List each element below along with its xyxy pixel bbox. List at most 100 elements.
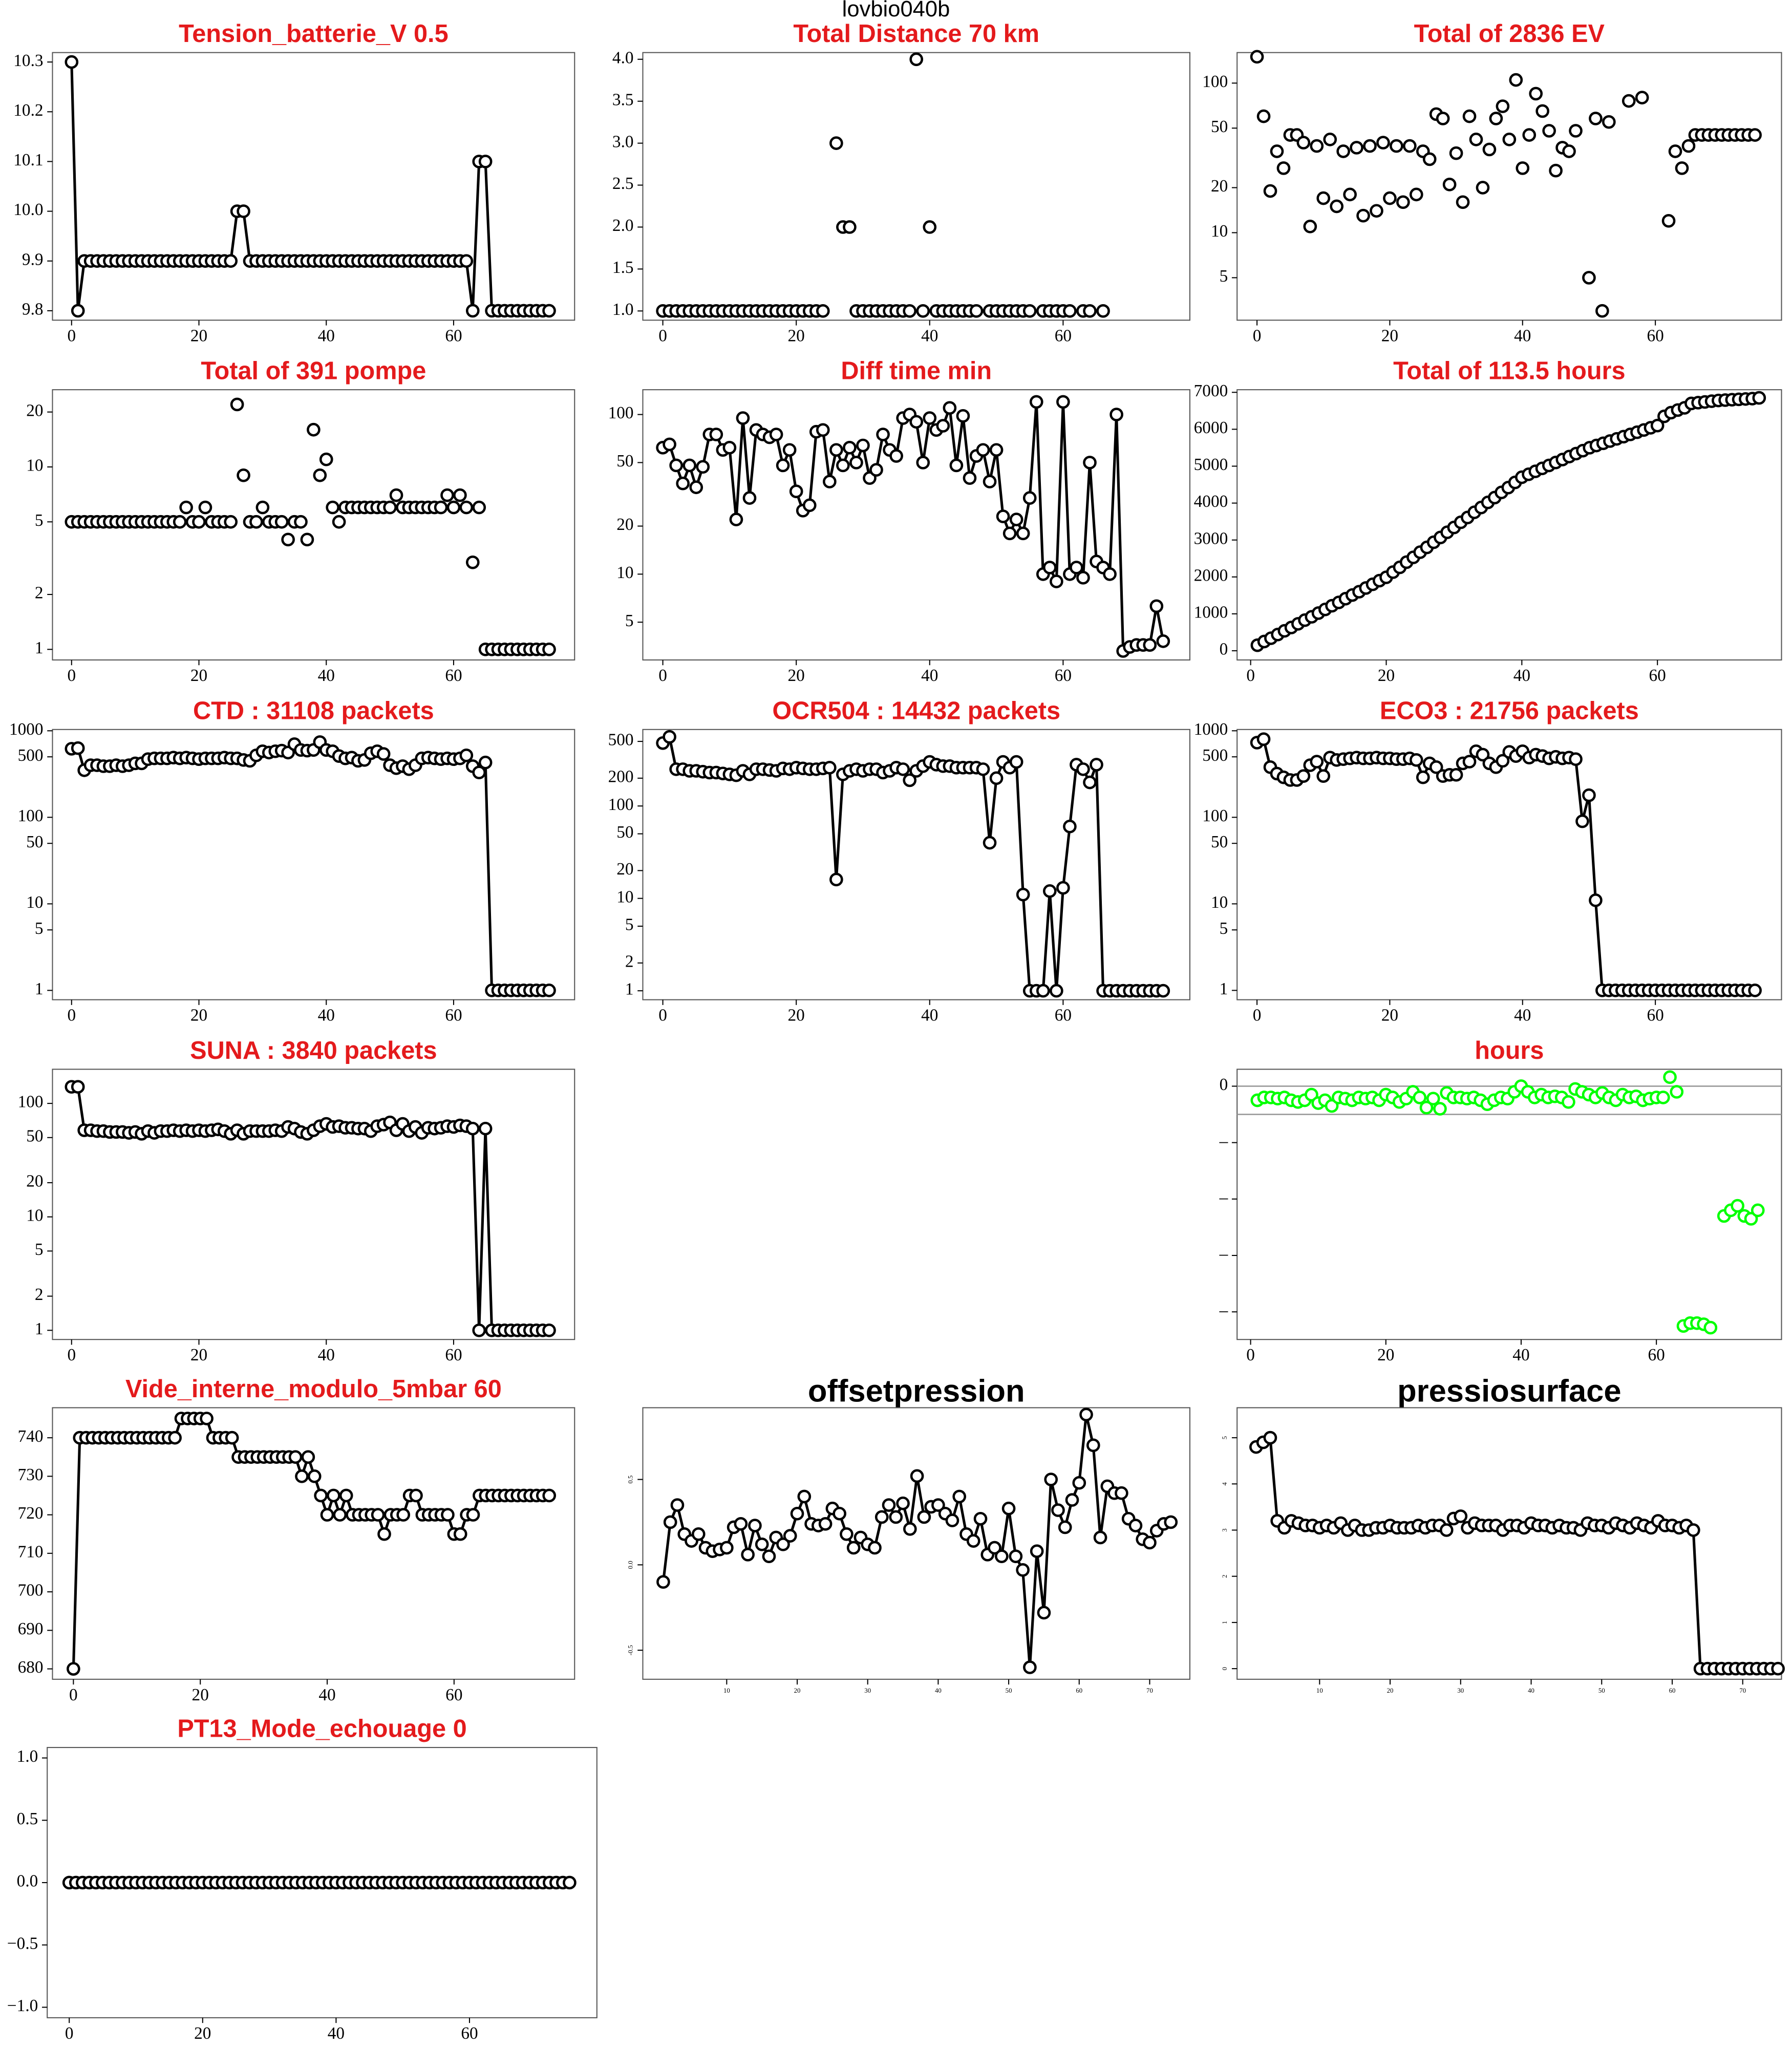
y-tick-label: 2 [35, 1285, 44, 1304]
y-tick-label: 0.0 [627, 1561, 634, 1569]
x-tick-label: 0 [1253, 1006, 1262, 1025]
data-point [983, 475, 997, 488]
data-point [676, 476, 690, 490]
x-tick-label: 0 [67, 666, 76, 685]
data-point [969, 304, 984, 318]
plot-frame [52, 729, 575, 1000]
data-point [833, 1506, 846, 1521]
x-tick-label: 0 [67, 1006, 76, 1025]
data-point [1656, 1091, 1670, 1104]
data-point [472, 765, 486, 780]
data-point [1569, 752, 1583, 766]
panel-title: OCR504 : 14432 packets [772, 697, 1060, 724]
data-point [755, 1537, 769, 1551]
data-point [1675, 161, 1689, 175]
data-point [65, 55, 79, 69]
data-point [1090, 758, 1103, 772]
data-point [923, 220, 937, 234]
y-tick-label: 5000 [1194, 455, 1228, 474]
x-tick-label: 60 [445, 1346, 462, 1364]
y-tick-label: 10 [616, 887, 633, 906]
y-tick-label: -0.5 [627, 1645, 634, 1655]
panel-title: Diff time min [841, 357, 992, 385]
x-tick-label: 30 [1457, 1687, 1464, 1694]
data-point [1009, 1549, 1023, 1563]
data-point [802, 498, 817, 513]
x-tick-label: 20 [190, 666, 207, 685]
data-point [1056, 881, 1070, 895]
data-point [989, 443, 1004, 457]
y-tick-label: 50 [1211, 117, 1228, 136]
data-point [313, 468, 327, 482]
y-tick-label: 1 [1221, 1621, 1228, 1624]
data-point [1042, 561, 1057, 574]
data-point [956, 409, 970, 423]
data-point [1076, 570, 1090, 585]
x-tick-label: 20 [788, 326, 805, 345]
data-point [1449, 146, 1463, 160]
data-point [1296, 769, 1311, 783]
x-tick-label: 0 [658, 666, 667, 685]
data-point [295, 1469, 309, 1483]
data-point [1663, 1070, 1677, 1084]
x-tick-label: 20 [1377, 1346, 1394, 1364]
x-tick-label: 40 [1514, 326, 1531, 345]
plot-frame [52, 1069, 575, 1340]
data-point [1001, 1501, 1016, 1516]
data-point [1383, 191, 1397, 205]
data-point [1462, 109, 1477, 123]
data-point [274, 515, 289, 529]
y-tick-label: 5 [1220, 267, 1228, 286]
data-point [1516, 161, 1530, 175]
data-point [472, 1323, 486, 1337]
x-tick-label: 60 [1055, 326, 1072, 345]
data-point [288, 1450, 303, 1464]
data-point [868, 1541, 882, 1555]
data-point [1009, 755, 1023, 769]
y-tick-label: 1 [1220, 979, 1228, 998]
data-point [333, 1508, 347, 1522]
data-point [889, 449, 903, 463]
data-point [1156, 634, 1170, 648]
panel-title: Total of 391 pompe [201, 357, 426, 385]
x-tick-label: 0 [1246, 1346, 1255, 1364]
y-tick-label: – [1219, 1301, 1228, 1320]
x-tick-label: 60 [1055, 666, 1072, 685]
y-tick-label: 4000 [1194, 492, 1228, 511]
data-point [1752, 391, 1766, 405]
data-point [1622, 94, 1636, 108]
data-point [1115, 1486, 1128, 1500]
data-point [916, 456, 930, 470]
data-point [1350, 141, 1363, 155]
y-tick-label: 2.0 [612, 216, 634, 235]
x-tick-label: 60 [445, 1686, 462, 1704]
data-point [389, 488, 403, 502]
panel-title: offsetpression [808, 1374, 1025, 1409]
data-point [1050, 574, 1063, 588]
data-point [869, 463, 883, 477]
y-tick-label: 10 [26, 1206, 43, 1225]
y-tick-label: 10 [26, 893, 43, 912]
data-point [1403, 139, 1417, 153]
data-point [1164, 1515, 1178, 1529]
data-point [943, 401, 957, 415]
data-point [816, 423, 830, 437]
plot-frame [52, 52, 575, 321]
y-tick-label: – [1219, 1132, 1228, 1150]
y-tick-label: 730 [18, 1465, 44, 1484]
data-point [71, 304, 85, 318]
data-point [237, 204, 250, 218]
data-point [465, 555, 480, 569]
data-point [762, 1549, 776, 1563]
data-point [976, 443, 990, 457]
data-point [1496, 99, 1510, 113]
data-point [691, 1527, 706, 1541]
data-point [797, 1489, 812, 1504]
data-point [1542, 124, 1556, 138]
data-point [1661, 214, 1676, 228]
data-point [909, 52, 924, 67]
data-point [472, 500, 486, 515]
y-tick-label: 1 [35, 979, 44, 998]
data-point [1128, 1519, 1143, 1532]
